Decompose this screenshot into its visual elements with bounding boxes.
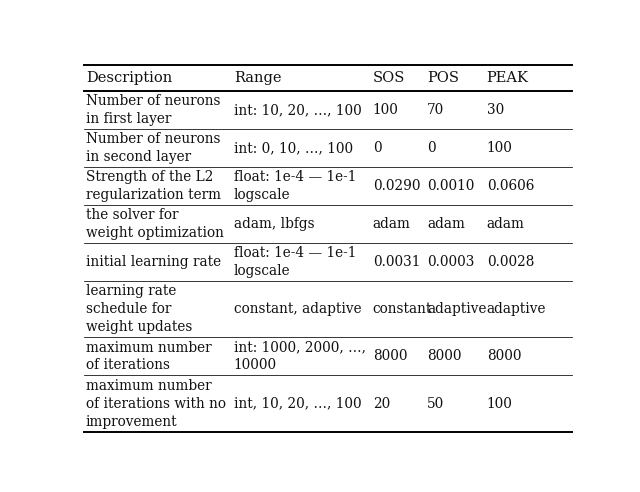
Text: 100: 100 bbox=[486, 397, 513, 411]
Text: Number of neurons
in first layer: Number of neurons in first layer bbox=[86, 94, 220, 126]
Text: Strength of the L2
regularization term: Strength of the L2 regularization term bbox=[86, 170, 221, 202]
Text: Number of neurons
in second layer: Number of neurons in second layer bbox=[86, 132, 220, 164]
Text: Description: Description bbox=[86, 71, 172, 85]
Text: POS: POS bbox=[428, 71, 460, 85]
Text: SOS: SOS bbox=[372, 71, 405, 85]
Text: 20: 20 bbox=[372, 397, 390, 411]
Text: adam: adam bbox=[372, 217, 410, 231]
Text: maximum number
of iterations: maximum number of iterations bbox=[86, 340, 212, 372]
Text: adam, lbfgs: adam, lbfgs bbox=[234, 217, 314, 231]
Text: 0.0290: 0.0290 bbox=[372, 179, 420, 193]
Text: 100: 100 bbox=[372, 103, 399, 117]
Text: int: 10, 20, …, 100: int: 10, 20, …, 100 bbox=[234, 103, 362, 117]
Text: maximum number
of iterations with no
improvement: maximum number of iterations with no imp… bbox=[86, 379, 226, 429]
Text: initial learning rate: initial learning rate bbox=[86, 255, 221, 269]
Text: 8000: 8000 bbox=[428, 349, 461, 364]
Text: adam: adam bbox=[428, 217, 465, 231]
Text: Range: Range bbox=[234, 71, 281, 85]
Text: constant: constant bbox=[372, 302, 432, 316]
Text: adam: adam bbox=[486, 217, 525, 231]
Text: 30: 30 bbox=[486, 103, 504, 117]
Text: 0.0028: 0.0028 bbox=[486, 255, 534, 269]
Text: 0.0010: 0.0010 bbox=[428, 179, 475, 193]
Text: 0.0606: 0.0606 bbox=[486, 179, 534, 193]
Text: int: 0, 10, …, 100: int: 0, 10, …, 100 bbox=[234, 141, 353, 155]
Text: learning rate
schedule for
weight updates: learning rate schedule for weight update… bbox=[86, 284, 193, 334]
Text: 50: 50 bbox=[428, 397, 444, 411]
Text: 8000: 8000 bbox=[372, 349, 407, 364]
Text: 0: 0 bbox=[428, 141, 436, 155]
Text: 8000: 8000 bbox=[486, 349, 521, 364]
Text: 70: 70 bbox=[428, 103, 444, 117]
Text: 0.0031: 0.0031 bbox=[372, 255, 420, 269]
Text: int: 1000, 2000, …,
10000: int: 1000, 2000, …, 10000 bbox=[234, 340, 366, 372]
Text: adaptive: adaptive bbox=[486, 302, 546, 316]
Text: 0.0003: 0.0003 bbox=[428, 255, 475, 269]
Text: 100: 100 bbox=[486, 141, 513, 155]
Text: 0: 0 bbox=[372, 141, 381, 155]
Text: the solver for
weight optimization: the solver for weight optimization bbox=[86, 208, 224, 240]
Text: float: 1e-4 — 1e-1
logscale: float: 1e-4 — 1e-1 logscale bbox=[234, 170, 356, 202]
Text: constant, adaptive: constant, adaptive bbox=[234, 302, 362, 316]
Text: adaptive: adaptive bbox=[428, 302, 486, 316]
Text: float: 1e-4 — 1e-1
logscale: float: 1e-4 — 1e-1 logscale bbox=[234, 246, 356, 277]
Text: PEAK: PEAK bbox=[486, 71, 529, 85]
Text: int, 10, 20, …, 100: int, 10, 20, …, 100 bbox=[234, 397, 362, 411]
